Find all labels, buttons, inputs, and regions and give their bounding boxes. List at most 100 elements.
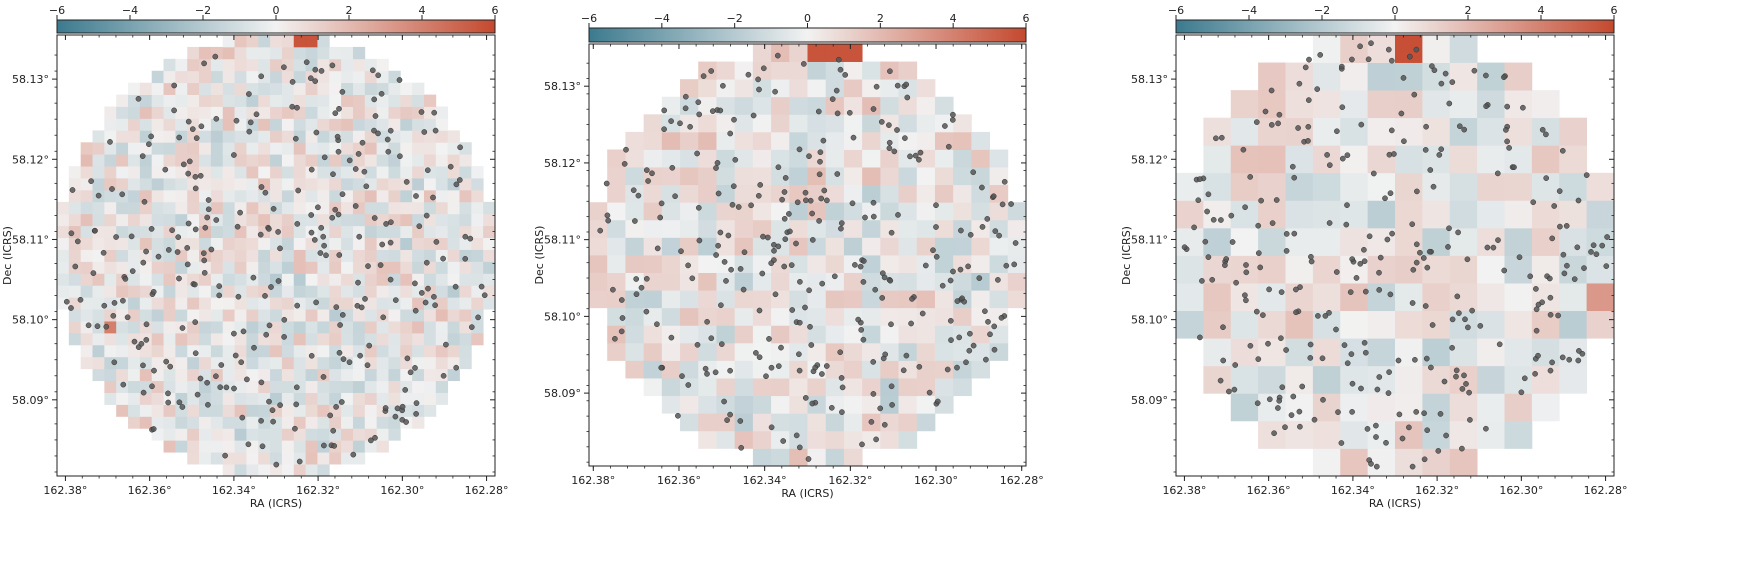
heatmap-cell	[222, 249, 235, 262]
heatmap-cell	[151, 416, 164, 429]
source-point	[1364, 426, 1371, 432]
heatmap-cell	[1007, 219, 1027, 238]
source-point	[120, 381, 127, 388]
source-point	[338, 399, 345, 405]
source-point	[1441, 378, 1448, 385]
source-point	[1296, 80, 1303, 87]
heatmap-cell	[128, 166, 141, 179]
heatmap-cell	[246, 332, 259, 346]
source-point	[1003, 262, 1010, 269]
heatmap-cell	[862, 307, 881, 326]
heatmap-cell	[246, 213, 259, 227]
heatmap-cell	[1258, 338, 1286, 367]
heatmap-cell	[1203, 117, 1232, 146]
heatmap-cell	[1285, 227, 1314, 256]
source-point	[862, 214, 868, 221]
heatmap-cell	[376, 368, 389, 382]
source-point	[392, 297, 399, 303]
source-point	[425, 285, 431, 292]
heatmap-cell	[210, 297, 224, 310]
source-point	[780, 438, 787, 444]
heatmap-cell	[341, 332, 354, 346]
colorbar-tick-label: −6	[581, 12, 597, 25]
heatmap-cell	[376, 58, 389, 72]
heatmap-cell	[771, 413, 790, 432]
source-point	[713, 165, 719, 171]
source-point	[1358, 385, 1364, 392]
heatmap-cell	[329, 225, 342, 239]
source-point	[1575, 197, 1582, 204]
heatmap-cell	[734, 167, 754, 186]
source-point	[725, 232, 732, 239]
heatmap-cell	[661, 237, 681, 256]
source-point	[1231, 386, 1238, 393]
source-point	[939, 282, 946, 289]
heatmap-cell	[1258, 117, 1286, 146]
source-point	[849, 200, 856, 207]
source-point	[831, 273, 838, 280]
source-point	[1423, 355, 1430, 362]
source-point	[1412, 356, 1418, 363]
heatmap-cell	[234, 213, 247, 227]
heatmap-cell	[934, 149, 954, 168]
heatmap-cell	[916, 96, 936, 115]
heatmap-cell	[317, 261, 330, 274]
sky-map-chart-2: 162.38° 162.36° 162.34° 162.32° 162.30° 162.2…	[533, 12, 1044, 500]
source-point	[1590, 242, 1597, 249]
heatmap-cell	[281, 452, 295, 465]
source-point	[1258, 197, 1264, 204]
heatmap-cell	[352, 249, 366, 262]
source-point	[738, 444, 745, 451]
source-point	[745, 71, 752, 78]
heatmap-cell	[175, 70, 188, 84]
source-point	[308, 212, 315, 218]
source-point	[796, 319, 803, 326]
heatmap-cell	[435, 106, 449, 119]
heatmap-cell	[364, 225, 378, 239]
heatmap-cell	[187, 332, 200, 346]
heatmap-cell	[789, 167, 808, 186]
source-point	[654, 245, 661, 252]
source-point	[131, 338, 138, 345]
source-point	[618, 297, 625, 303]
source-point	[715, 190, 722, 197]
source-point	[151, 367, 157, 374]
heatmap-cell	[862, 255, 881, 273]
heatmap-cell	[771, 342, 790, 361]
heatmap-cell	[971, 325, 990, 344]
heatmap-cell	[843, 114, 863, 133]
heatmap-cell	[57, 261, 70, 274]
heatmap-cell	[352, 46, 366, 60]
heatmap-cell	[989, 290, 1009, 309]
source-point	[727, 130, 734, 137]
heatmap-cell	[734, 342, 754, 361]
heatmap-cell	[222, 166, 235, 179]
heatmap-cell	[352, 440, 366, 453]
heatmap-cell	[789, 79, 808, 98]
source-point	[269, 407, 276, 414]
source-point	[817, 149, 824, 156]
heatmap-cell	[471, 201, 484, 215]
source-point	[1357, 43, 1363, 50]
heatmap-cell	[258, 452, 271, 465]
source-point	[806, 153, 812, 160]
heatmap-cell	[104, 285, 117, 298]
colorbar-tick-label: 6	[1611, 4, 1618, 17]
source-point	[340, 356, 347, 362]
heatmap-cell	[341, 404, 354, 417]
heatmap-cell	[352, 94, 366, 107]
heatmap-cells	[1176, 35, 1615, 477]
heatmap-cell	[825, 413, 845, 432]
heatmap-cell	[163, 344, 176, 358]
heatmap-cell	[459, 189, 472, 203]
heatmap-cell	[880, 79, 899, 98]
heatmap-cell	[187, 440, 200, 453]
heatmap-cell	[246, 142, 259, 155]
heatmap-cell	[771, 360, 790, 379]
heatmap-cell	[199, 94, 212, 107]
source-point	[85, 322, 92, 329]
heatmap-cell	[364, 82, 378, 95]
heatmap-cell	[234, 178, 247, 191]
heatmap-cell	[139, 237, 153, 250]
heatmap-cell	[625, 167, 645, 186]
